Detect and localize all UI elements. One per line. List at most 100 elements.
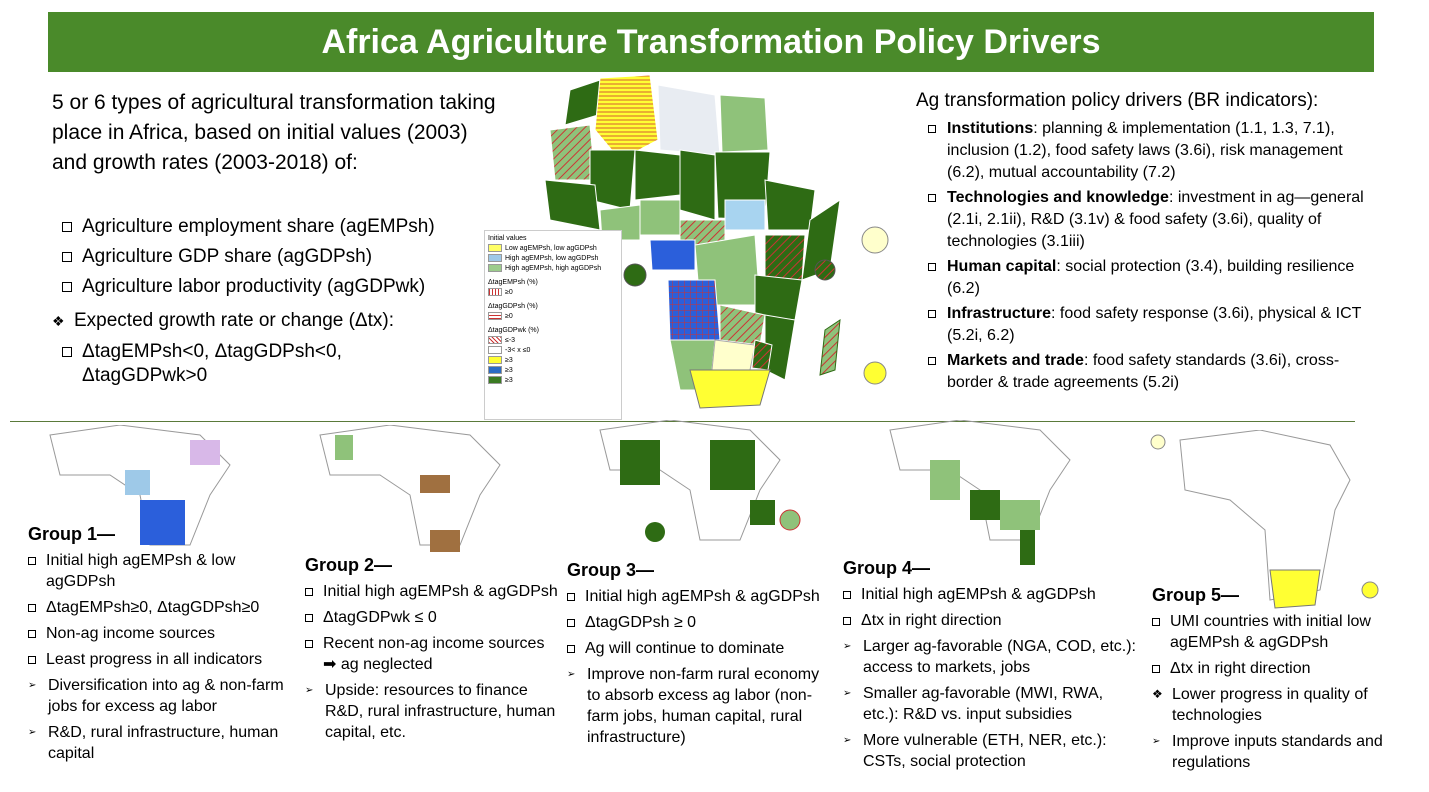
intro-list: Agriculture employment share (agEMPsh) A… xyxy=(62,212,502,302)
legend-item: ≥0 xyxy=(488,312,618,322)
legend-emp-title: ΔtagEMPsh (%) xyxy=(488,279,538,286)
list-item: Technologies and knowledge: investment i… xyxy=(928,187,1376,253)
callout-bubble xyxy=(861,226,889,254)
list-item: Initial high agEMPsh & agGDPsh xyxy=(843,584,1143,605)
group1-map xyxy=(49,425,231,546)
angola-shape xyxy=(667,279,721,341)
tanzania-shape xyxy=(754,274,803,321)
intro-text: 5 or 6 types of agricultural transformat… xyxy=(52,91,496,174)
nigeria-shape xyxy=(639,199,681,236)
expected-change-line: ❖ Expected growth rate or change (Δtx): xyxy=(52,306,492,336)
checkbox-bullet-icon xyxy=(928,263,936,271)
group2-map xyxy=(319,425,501,552)
list-item: ➢ Diversification into ag & non-farm jobs… xyxy=(28,677,284,715)
checkbox-bullet-icon xyxy=(1152,665,1160,673)
list-item: ➢ More vulnerable (ETH, NER, etc.): CSTs,… xyxy=(843,732,1107,770)
expected-change-sub: ΔtagEMPsh<0, ΔtagGDPsh<0, ΔtagGDPwk>0 xyxy=(62,340,462,388)
checkbox-bullet-icon xyxy=(28,630,36,638)
policy-drivers: Ag transformation policy drivers (BR ind… xyxy=(916,88,1376,397)
diamond-bullet-icon: ❖ xyxy=(52,313,65,329)
list-item: ❖ Lower progress in quality of technologi… xyxy=(1152,686,1368,724)
list-item: Least progress in all indicators xyxy=(28,649,298,670)
list-item: Agriculture GDP share (agGDPsh) xyxy=(62,242,502,272)
group-title: Group 1— xyxy=(28,524,116,544)
checkbox-bullet-icon xyxy=(305,588,313,596)
callout-bubble xyxy=(623,263,647,287)
libya-shape xyxy=(657,84,721,156)
legend-gdp-title: ΔtagGDPsh (%) xyxy=(488,303,538,310)
list-item: Agriculture labor productivity (agGDPwk) xyxy=(62,272,502,302)
arrow-bullet-icon: ➢ xyxy=(305,685,314,696)
legend-wk-title: ΔtagGDPwk (%) xyxy=(488,327,539,334)
legend-item: ≥3 xyxy=(488,376,618,386)
group-title: Group 3— xyxy=(567,560,655,580)
zimbabwe-shape xyxy=(751,339,773,371)
group-4: Group 4— Initial high agEMPsh & agGDPsh … xyxy=(843,556,1143,777)
arrow-bullet-icon: ➢ xyxy=(28,727,37,738)
egypt-shape xyxy=(719,94,769,153)
checkbox-bullet-icon xyxy=(28,604,36,612)
callout-bubble xyxy=(814,259,836,281)
group-title: Group 4— xyxy=(843,558,931,578)
legend-item: ≤-3 xyxy=(488,336,618,346)
list-item: Initial high agEMPsh & agGDPsh xyxy=(305,581,560,602)
madagascar-shape xyxy=(819,318,841,376)
legend-item: Low agEMPsh, low agGDPsh xyxy=(488,244,618,254)
checkbox-bullet-icon xyxy=(305,640,313,648)
list-item: Infrastructure: food safety response (3.… xyxy=(928,303,1376,347)
list-item: Institutions: planning & implementation … xyxy=(928,118,1376,184)
arrow-bullet-icon: ➢ xyxy=(843,735,852,746)
checkbox-bullet-icon xyxy=(1152,618,1160,626)
arrow-bullet-icon: ➢ xyxy=(843,641,852,652)
list-item: ➢ R&D, rural infrastructure, human capita… xyxy=(28,724,279,762)
checkbox-bullet-icon xyxy=(928,194,936,202)
list-item: ➢ Smaller ag-favorable (MWI, RWA, etc.): … xyxy=(843,685,1104,723)
group3-map xyxy=(599,420,801,542)
list-item: ΔtagEMPsh≥0, ΔtagGDPsh≥0 xyxy=(28,597,298,618)
group5-map xyxy=(1150,430,1379,609)
morocco-shape xyxy=(564,79,601,126)
list-item: UMI countries with initial low agEMPsh &… xyxy=(1152,611,1392,653)
list-item: ➢ Improve non-farm rural economy to absor… xyxy=(567,666,820,746)
checkbox-bullet-icon xyxy=(928,125,936,133)
checkbox-bullet-icon xyxy=(843,617,851,625)
kenya-shape xyxy=(764,234,806,281)
checkbox-bullet-icon xyxy=(62,347,72,357)
legend-item: ≥3 xyxy=(488,356,618,366)
list-item: Δtx in right direction xyxy=(843,610,1143,631)
group-5: Group 5— UMI countries with initial low … xyxy=(1152,583,1392,778)
checkbox-bullet-icon xyxy=(305,614,313,622)
title-bar: Africa Agriculture Transformation Policy… xyxy=(48,12,1374,72)
drivers-list: Institutions: planning & implementation … xyxy=(928,118,1376,394)
checkbox-bullet-icon xyxy=(567,645,575,653)
checkbox-bullet-icon xyxy=(62,282,72,292)
checkbox-bullet-icon xyxy=(62,222,72,232)
chad-shape xyxy=(679,149,716,221)
group-title: Group 5— xyxy=(1152,585,1240,605)
list-item: ΔtagGDPwk ≤ 0 xyxy=(305,607,560,628)
mauritania-shape xyxy=(549,124,596,181)
page-title: Africa Agriculture Transformation Policy… xyxy=(321,23,1101,61)
list-item: Markets and trade: food safety standards… xyxy=(928,350,1376,394)
ethiopia-shape xyxy=(764,179,816,231)
legend-item: High agEMPsh, low agGDPsh xyxy=(488,254,618,264)
legend-title: Initial values xyxy=(488,235,527,242)
checkbox-bullet-icon xyxy=(567,593,575,601)
checkbox-bullet-icon xyxy=(928,357,936,365)
legend-item: ≥3 xyxy=(488,366,618,376)
checkbox-bullet-icon xyxy=(567,619,575,627)
checkbox-bullet-icon xyxy=(928,310,936,318)
gabon-shape xyxy=(649,239,696,271)
list-item: Recent non-ag income sources ➡ ag neglec… xyxy=(305,633,560,675)
algeria-shape xyxy=(594,74,659,161)
group4-map xyxy=(889,420,1071,565)
group-title: Group 2— xyxy=(305,555,393,575)
checkbox-bullet-icon xyxy=(28,656,36,664)
list-item: Δtx in right direction xyxy=(1152,658,1392,679)
list-item: ➢ Upside: resources to finance R&D, rural… xyxy=(305,682,556,741)
group-3: Group 3— Initial high agEMPsh & agGDPsh … xyxy=(567,558,832,753)
group-1: Group 1— Initial high agEMPsh & low agGD… xyxy=(28,522,298,769)
arrow-bullet-icon: ➢ xyxy=(843,688,852,699)
legend-item: High agEMPsh, high agGDPsh xyxy=(488,264,618,274)
list-item: Non-ag income sources xyxy=(28,623,298,644)
